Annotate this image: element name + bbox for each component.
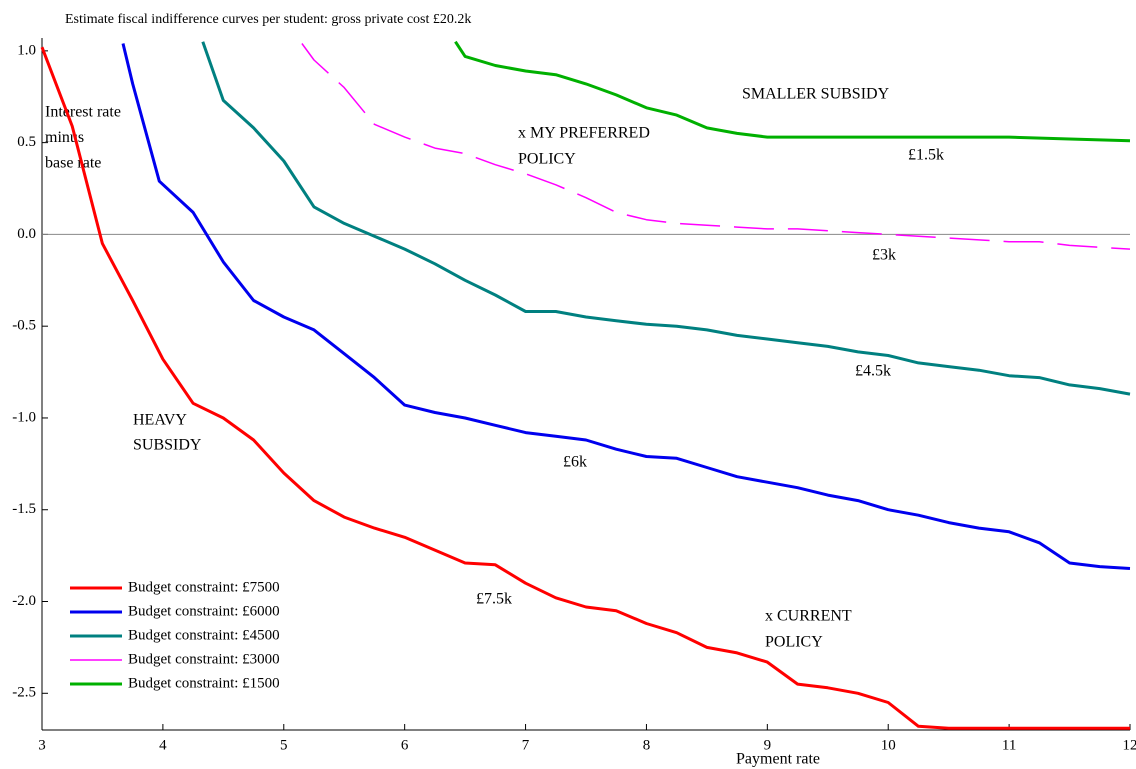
legend-label: Budget constraint: £3000 (128, 651, 280, 667)
legend-label: Budget constraint: £7500 (128, 579, 280, 595)
annotation: POLICY (765, 634, 823, 651)
x-tick-label: 8 (643, 737, 651, 753)
y-tick-label: -2.0 (12, 593, 36, 609)
annotation: £1.5k (908, 147, 944, 164)
x-tick-label: 5 (280, 737, 288, 753)
y-tick-label: -0.5 (12, 318, 36, 334)
y-tick-label: 0.5 (17, 134, 36, 150)
y-tick-label: 1.0 (17, 42, 36, 58)
y-tick-label: -2.5 (12, 685, 36, 701)
legend-label: Budget constraint: £6000 (128, 603, 280, 619)
series-line (121, 43, 1131, 570)
legend-label: Budget constraint: £4500 (128, 627, 280, 643)
annotation: x CURRENT (765, 608, 852, 625)
annotation: £4.5k (855, 363, 891, 380)
series-line (301, 43, 1131, 250)
y-axis-label: minus (45, 129, 84, 146)
series-line (40, 46, 1130, 730)
series-line (454, 40, 1131, 143)
x-tick-label: 3 (38, 737, 46, 753)
legend-label: Budget constraint: £1500 (128, 675, 280, 691)
x-tick-label: 12 (1123, 737, 1136, 753)
x-tick-label: 9 (764, 737, 772, 753)
y-tick-label: -1.0 (12, 409, 36, 425)
x-tick-label: 6 (401, 737, 409, 753)
annotation: POLICY (518, 151, 576, 168)
x-axis-label: Payment rate (736, 751, 820, 768)
annotation: x MY PREFERRED (518, 125, 650, 142)
annotation: £7.5k (476, 591, 512, 608)
x-tick-label: 11 (1002, 737, 1016, 753)
annotation: SUBSIDY (133, 437, 202, 454)
annotation: £6k (563, 454, 587, 471)
y-tick-label: -1.5 (12, 501, 36, 517)
annotation: £3k (872, 247, 896, 264)
x-tick-label: 10 (881, 737, 896, 753)
annotation: SMALLER SUBSIDY (742, 86, 890, 103)
y-axis-label: base rate (45, 155, 101, 172)
y-tick-label: 0.0 (17, 226, 36, 242)
x-tick-label: 4 (159, 737, 167, 753)
series-line (201, 41, 1131, 396)
x-tick-label: 7 (522, 737, 530, 753)
annotation: HEAVY (133, 412, 187, 429)
chart-title: Estimate fiscal indifference curves per … (65, 12, 471, 27)
y-axis-label: Interest rate (45, 104, 121, 121)
